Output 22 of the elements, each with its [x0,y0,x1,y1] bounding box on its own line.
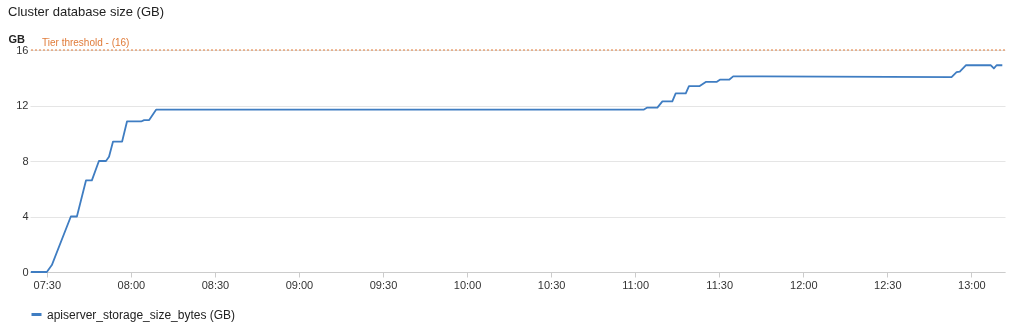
x-tick-label: 08:00 [117,278,146,291]
line-series [29,64,1004,273]
x-tick-label: 10:00 [453,278,482,291]
x-tick-label: 12:30 [874,278,902,291]
x-tick-label: 12:00 [790,278,818,291]
y-tick-label: 8 [22,154,29,167]
y-axis-title: GB [8,32,26,45]
y-tick-label: 12 [16,99,29,111]
x-tick-label: 07:30 [33,278,62,291]
legend-label: apiserver_storage_size_bytes (GB) [47,307,236,322]
chart-title: Cluster database size (GB) [8,4,165,19]
x-tick-label: 13:00 [958,278,986,291]
x-tick-label: 10:30 [537,278,566,291]
ref-line-label: Tier threshold - (16) [42,37,130,48]
y-tick-label: 16 [16,43,29,56]
x-tick-label: 09:30 [369,278,398,291]
y-tick-label: 4 [22,210,29,222]
x-tick-label: 09:00 [285,278,314,291]
y-tick-label: 0 [22,265,29,278]
x-tick-label: 11:00 [622,278,650,291]
x-tick-label: 08:30 [201,278,230,291]
x-tick-label: 11:30 [706,278,734,291]
